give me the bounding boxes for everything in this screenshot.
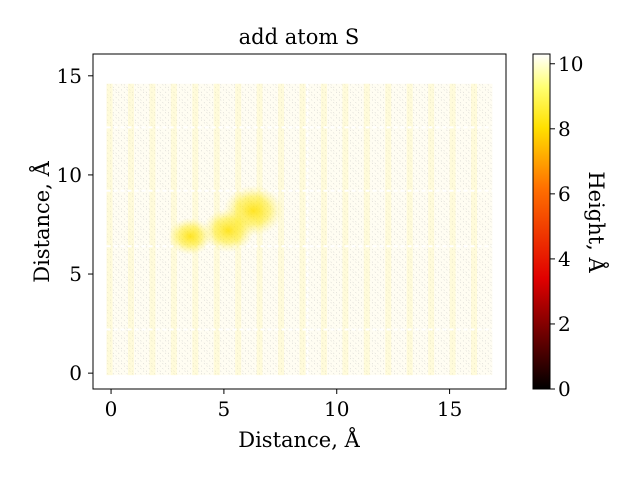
- surface-band: [278, 83, 285, 376]
- colorbar-tick-label: 6: [558, 182, 571, 206]
- colorbar-tick-label: 0: [558, 377, 571, 401]
- surface-band: [449, 83, 456, 376]
- surface-band: [320, 83, 327, 376]
- y-tick-label: 5: [69, 262, 82, 286]
- x-tick-label: 15: [437, 397, 462, 421]
- surface-band: [149, 83, 156, 376]
- surface-band: [385, 83, 392, 376]
- colorbar-tick-label: 4: [558, 247, 571, 271]
- x-axis-label: Distance, Å: [238, 427, 360, 452]
- surface-band: [428, 83, 435, 376]
- colorbar: [532, 53, 551, 390]
- height-peak: [168, 217, 213, 256]
- colorbar-label: Height, Å: [584, 171, 609, 273]
- x-tick-label: 10: [324, 397, 349, 421]
- colorbar-ticks: 0 2 4 6 8 10: [550, 52, 583, 401]
- surface-band: [406, 83, 413, 376]
- surface-band: [363, 83, 370, 376]
- surface-band: [106, 83, 113, 376]
- surface-band: [471, 83, 478, 376]
- heatmap-surface: [106, 83, 493, 376]
- surface-band: [127, 83, 134, 376]
- height-peak: [202, 208, 255, 253]
- plot-area: [106, 83, 493, 376]
- x-axis-ticks: 0 5 10 15: [105, 389, 462, 421]
- y-tick-label: 0: [69, 361, 82, 385]
- chart-title: add atom S: [239, 25, 360, 49]
- y-axis-ticks: 0 5 10 15: [57, 64, 93, 385]
- colorbar-tick-label: 2: [558, 312, 571, 336]
- peak-layer: [168, 185, 284, 256]
- y-tick-label: 15: [57, 64, 82, 88]
- x-tick-label: 5: [218, 397, 231, 421]
- surface-band: [342, 83, 349, 376]
- surface-band: [299, 83, 306, 376]
- y-axis-label: Distance, Å: [29, 160, 54, 282]
- x-tick-label: 0: [105, 397, 118, 421]
- y-tick-label: 10: [57, 163, 82, 187]
- plot-frame: [92, 53, 507, 390]
- colorbar-tick-label: 10: [558, 52, 583, 76]
- colorbar-tick-label: 8: [558, 117, 571, 141]
